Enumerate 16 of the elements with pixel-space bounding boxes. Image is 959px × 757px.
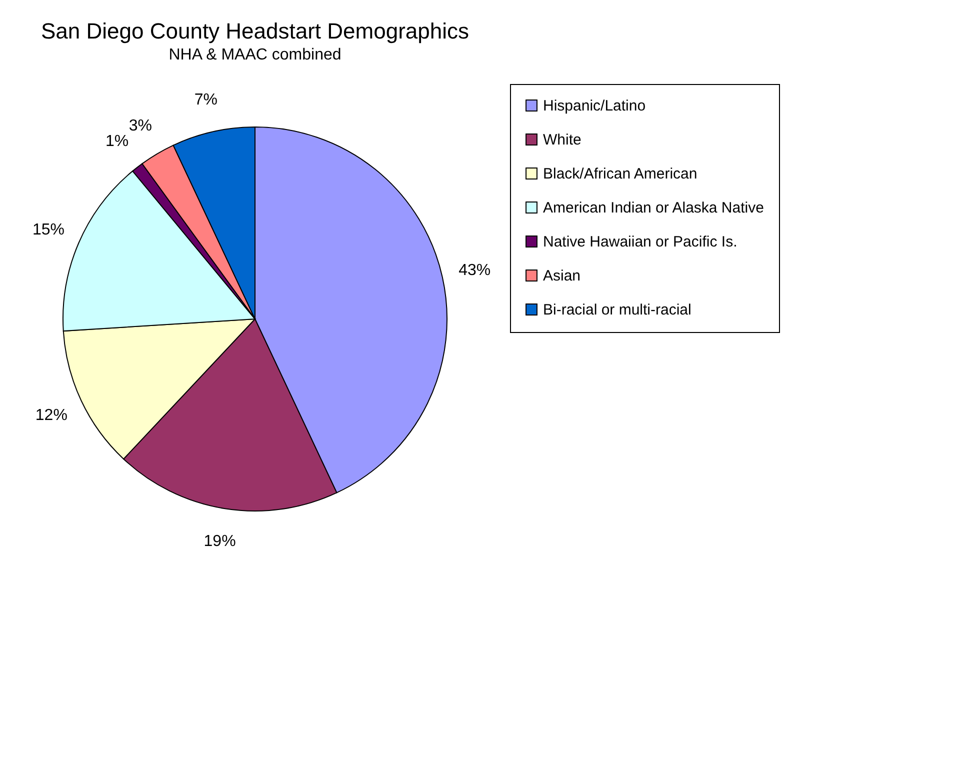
chart-title: San Diego County Headstart Demographics: [40, 18, 470, 44]
legend-label: Bi-racial or multi-racial: [543, 302, 692, 318]
data-label: 3%: [128, 117, 152, 134]
legend-label: Hispanic/Latino: [543, 98, 646, 114]
data-label: 1%: [106, 133, 129, 150]
data-label: 19%: [204, 533, 236, 550]
data-label: 7%: [194, 91, 218, 108]
legend-label: Native Hawaiian or Pacific Is.: [543, 234, 738, 250]
data-label: 12%: [35, 406, 68, 424]
chart-subtitle: NHA & MAAC combined: [168, 46, 342, 64]
legend-label: American Indian or Alaska Native: [543, 200, 764, 216]
legend-label: Black/African American: [543, 166, 698, 182]
data-label: 15%: [32, 222, 65, 239]
legend-label: Asian: [543, 268, 581, 284]
legend-label: White: [543, 132, 582, 148]
data-label: 43%: [458, 262, 491, 279]
